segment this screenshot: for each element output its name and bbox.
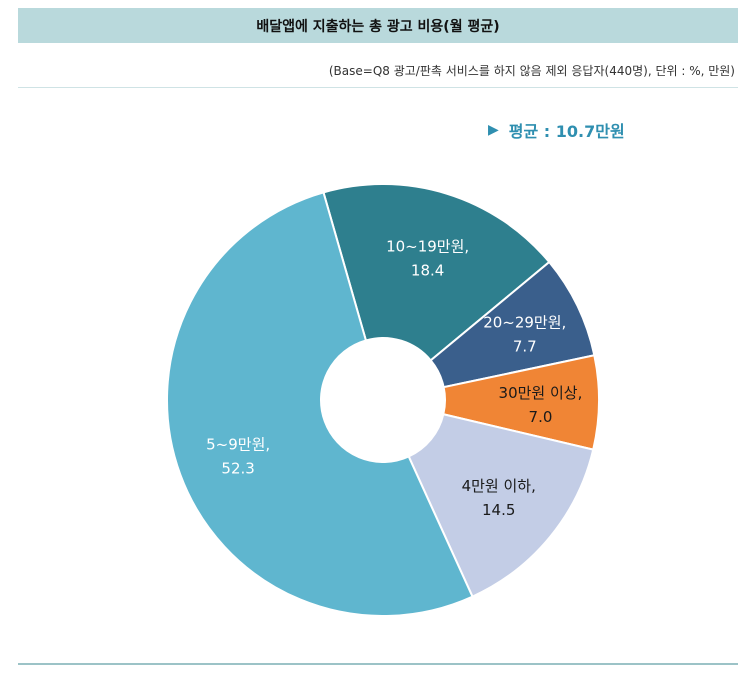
average-note: ▶ 평균 : 10.7만원 (488, 118, 625, 142)
pie-slice (322, 183, 551, 362)
slice-value-label: 7.0 (529, 408, 553, 426)
slice-label: 10~19만원, (386, 237, 469, 255)
top-divider (18, 87, 738, 88)
slice-value-label: 18.4 (411, 261, 444, 279)
play-arrow-icon: ▶ (488, 122, 499, 138)
slice-value-label: 7.7 (513, 337, 537, 355)
slice-value-label: 52.3 (221, 459, 254, 477)
slice-label: 20~29만원, (483, 313, 566, 331)
slice-label: 5~9만원, (206, 435, 270, 453)
average-text: 평균 : 10.7만원 (508, 122, 625, 141)
pie-slice (407, 413, 595, 598)
pie-slice (166, 191, 474, 617)
slice-label: 30만원 이상, (499, 384, 583, 402)
slice-label: 4만원 이하, (462, 477, 536, 495)
chart-subtitle: (Base=Q8 광고/판촉 서비스를 하지 않음 제외 응답자(440명), … (328, 64, 735, 78)
bottom-divider (18, 663, 738, 665)
slice-value-label: 14.5 (482, 501, 515, 519)
chart-title: 배달앱에 지출하는 총 광고 비용(월 평균) (18, 8, 738, 43)
